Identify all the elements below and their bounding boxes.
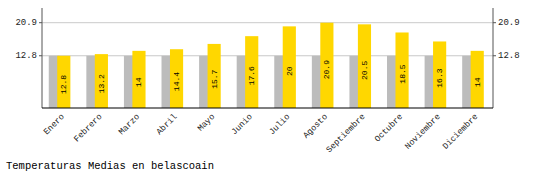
bar [358, 24, 371, 108]
x-tick-label: Enero [42, 112, 67, 137]
x-tick-label: Mayo [196, 112, 218, 134]
x-tick-label: Octubre [373, 112, 405, 144]
y-tick-label: 12.8 [15, 51, 37, 61]
bar [208, 44, 221, 108]
grid-line [42, 22, 493, 23]
data-label: 18.5 [398, 64, 407, 83]
data-label: 14.4 [172, 72, 181, 91]
chart-svg: 12.8 13.2 14 14.4 15.7 17.6 20 20.9 20.5 18.5 16.3… [0, 0, 537, 174]
bar [320, 23, 333, 108]
data-label: 17.6 [247, 66, 256, 85]
bar [395, 32, 408, 108]
y2-tick-label: 12.8 [498, 51, 520, 61]
x-tick-label: Noviembre [403, 112, 443, 152]
bar [245, 36, 258, 108]
y2-tick [493, 55, 496, 56]
y2-tick-label: 20.9 [498, 18, 520, 28]
data-label: 14 [134, 77, 143, 87]
x-tick-label: Marzo [117, 112, 142, 137]
x-tick-label: Junio [230, 112, 255, 137]
bar [132, 51, 145, 108]
y-tick [39, 55, 42, 56]
data-label: 20.5 [360, 61, 369, 80]
y-tick [39, 22, 42, 23]
chart-container: 12.8 13.2 14 14.4 15.7 17.6 20 20.9 20.5 18.5 16.3… [0, 0, 537, 174]
data-label: 12.8 [59, 75, 68, 94]
data-labels: 12.8 13.2 14 14.4 15.7 17.6 20 20.9 20.5 18.5 16.3… [59, 60, 481, 94]
bar [170, 49, 183, 108]
bar [471, 51, 484, 108]
bar [283, 26, 296, 108]
data-label: 13.2 [97, 74, 106, 93]
bar [57, 56, 70, 108]
x-tick-label: Diciembre [441, 112, 481, 152]
y-tick-label: 20.9 [15, 18, 37, 28]
data-label: 14 [473, 77, 482, 87]
data-label: 20 [285, 66, 294, 76]
x-tick-label: Julio [267, 112, 292, 137]
x-tick-label: Abril [155, 112, 180, 137]
bar [95, 54, 108, 108]
x-axis-line [42, 107, 493, 108]
data-label: 15.7 [210, 69, 219, 88]
x-tick-label: Agosto [301, 112, 330, 141]
title: Temperaturas Medias en belascoain [6, 160, 214, 172]
data-label: 20.9 [322, 60, 331, 79]
y2-tick [493, 22, 496, 23]
data-label: 16.3 [435, 68, 444, 87]
x-tick-label: Septiembre [324, 112, 367, 155]
bars [49, 23, 484, 108]
bar [433, 41, 446, 108]
x-tick-label: Febrero [72, 112, 104, 144]
